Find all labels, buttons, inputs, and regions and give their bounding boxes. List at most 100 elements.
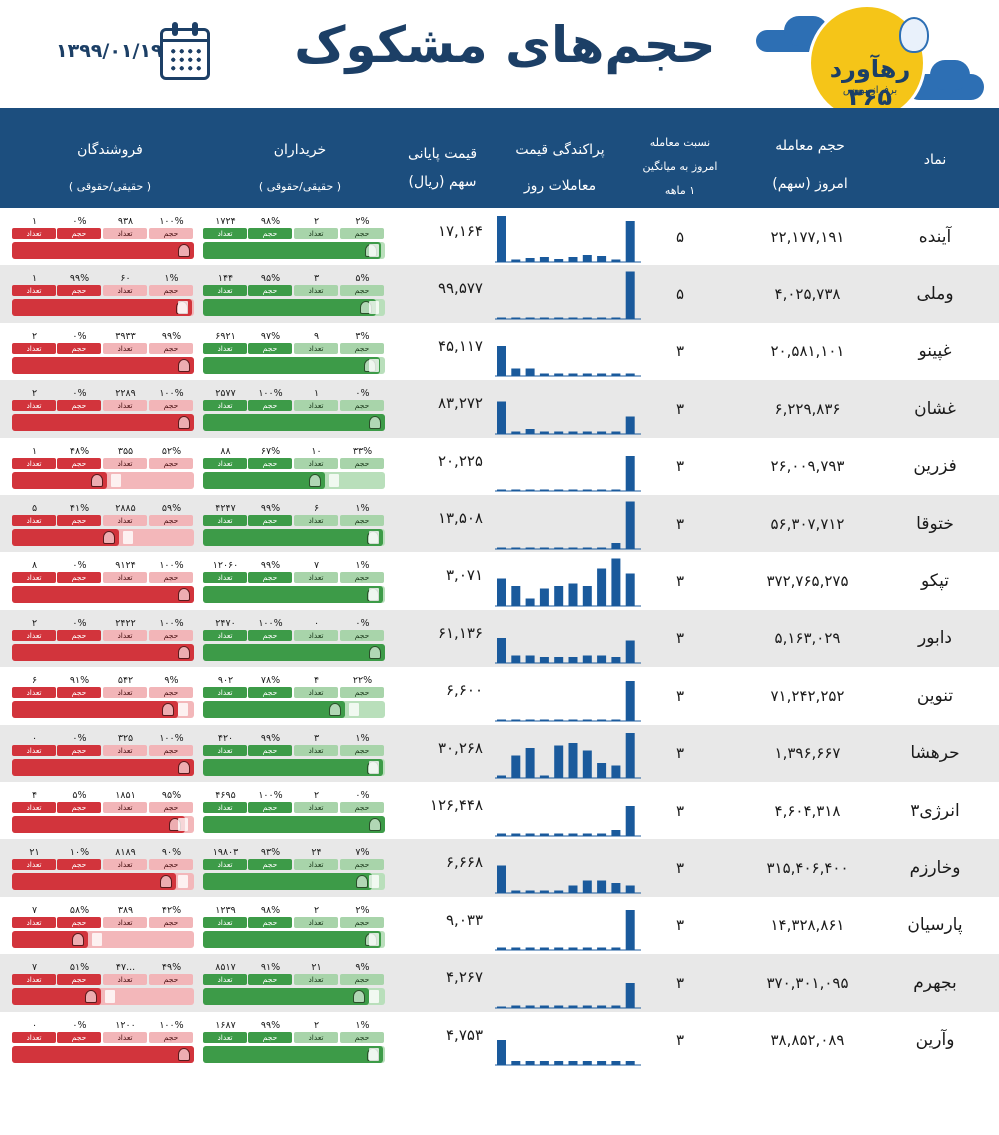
buyers-block-fill (203, 930, 382, 948)
value-3: ۶۹۲۱ (215, 330, 236, 342)
label-1: تعداد (103, 1031, 147, 1043)
label-3: تعداد (12, 916, 56, 928)
label-1: تعداد (294, 916, 338, 928)
value-1: ۱۲۰۰ (115, 1019, 136, 1031)
label-3: تعداد (203, 859, 247, 871)
value-0: ۰% (355, 617, 370, 629)
ratio-cell: ۳ (675, 916, 685, 935)
distribution-bar (610, 657, 620, 664)
distribution-bar (525, 719, 535, 721)
distribution-bar (510, 547, 520, 549)
sellers-block-ratio-bar (12, 701, 194, 719)
distribution-bar (525, 257, 535, 262)
volume-cell: ۱۴,۳۲۸,۸۶۱ (770, 916, 845, 935)
sellers-block: ۵۹% ۲۸۸۵ ۴۱% ۵ حجم تعداد حجم تعداد (12, 503, 194, 547)
label-3: تعداد (203, 572, 247, 584)
label-2: حجم (57, 342, 101, 354)
symbol-cell: وملی (916, 284, 954, 305)
person-icon (72, 932, 85, 946)
buyers-block-values: ۱% ۶ ۹۹% ۴۲۴۷ (203, 503, 385, 514)
value-3: ۶ (31, 675, 38, 687)
sellers-block-labels: حجم تعداد حجم تعداد (12, 515, 194, 527)
buyers-block: ۳۳% ۱۰ ۶۷% ۸۸ حجم تعداد حجم تعداد (203, 446, 385, 490)
value-2: ۰% (72, 560, 87, 572)
buyers-block-ratio-bar (203, 643, 385, 661)
sellers-block: ۵۲% ۳۵۵ ۴۸% ۱ حجم تعداد حجم تعداد (12, 446, 194, 490)
price-distribution-chart (490, 610, 645, 667)
label-2: حجم (57, 1031, 101, 1043)
price-distribution-chart (490, 265, 645, 322)
distribution-bar (610, 829, 620, 836)
value-2: ۷۸% (260, 675, 281, 687)
sellers-block-ratio-bar (12, 299, 194, 317)
sellers-block: ۴۲% ۳۸۹ ۵۸% ۷ حجم تعداد حجم تعداد (12, 905, 194, 949)
distribution-bar (596, 1061, 606, 1066)
person-icon (103, 531, 116, 544)
value-3: ۷ (31, 904, 38, 916)
distribution-bar (625, 885, 635, 894)
value-3: ۱ (31, 273, 38, 285)
distribution-bar (596, 489, 606, 492)
person-icon (178, 588, 190, 602)
col-volume-line2: امروز (سهم) (772, 176, 848, 192)
sellers-block-labels: حجم تعداد حجم تعداد (12, 859, 194, 871)
distribution-bar (553, 431, 563, 434)
table-row: ختوقا ۵۶,۳۰۷,۷۱۲ ۳ ۱۳,۵۰۸ ۱% ۶ ۹۹% ۴۲۴۷ حجم تعداد… (0, 495, 999, 553)
distribution-bar (582, 254, 592, 262)
building-icon (105, 990, 116, 1004)
distribution-bar (596, 947, 606, 951)
distribution-bar (496, 346, 506, 377)
label-3: تعداد (203, 629, 247, 641)
label-0: حجم (149, 515, 193, 526)
col-ratio-line3: ۱ ماهه (664, 184, 696, 197)
label-2: حجم (248, 802, 292, 813)
distribution-bar (596, 317, 606, 320)
distribution-bar (496, 947, 506, 951)
value-0: ۷% (355, 847, 370, 859)
value-0: ۱۰۰% (159, 617, 184, 629)
value-0: ۳۳% (352, 445, 373, 457)
buyers-block-labels: حجم تعداد حجم تعداد (203, 629, 385, 642)
value-3: ۰ (31, 1019, 38, 1031)
sellers-block-values: ۹% ۵۴۲ ۹۱% ۶ (12, 675, 194, 686)
person-icon (178, 244, 190, 257)
distribution-bar (625, 640, 635, 664)
distribution-bar (568, 489, 577, 492)
value-1: ۹ (313, 330, 320, 342)
distribution-bar (525, 598, 535, 607)
value-2: ۹۹% (260, 1019, 281, 1031)
buyers-block-values: ۰% ۲ ۱۰۰% ۴۶۹۵ (203, 790, 385, 801)
distribution-svg (494, 271, 641, 320)
label-2: حجم (57, 974, 101, 986)
sellers-block: ۱۰۰% ۱۲۰۰ ۰% ۰ حجم تعداد حجم تعداد (12, 1020, 194, 1064)
value-2: ۱۰۰% (258, 388, 283, 400)
label-1: تعداد (294, 515, 338, 526)
price-cell: ۴۵,۱۱۷ (437, 336, 483, 355)
value-0: ۱۰۰% (159, 388, 184, 400)
value-1: ۲ (313, 1019, 320, 1031)
label-0: حجم (340, 629, 384, 641)
buyers-block: ۹% ۲۱ ۹۱% ۸۵۱۷ حجم تعداد حجم تعداد (203, 962, 385, 1006)
buyers-block-labels: حجم تعداد حجم تعداد (203, 974, 385, 986)
sellers-block-values: ۴۹% ۴۷... ۵۱% ۷ (12, 962, 194, 973)
buyers-block-values: ۱% ۳ ۹۹% ۴۲۰ (203, 733, 385, 744)
sellers-block-labels: حجم تعداد حجم تعداد (12, 802, 194, 814)
buyers-block-values: ۱% ۲ ۹۹% ۱۶۸۷ (203, 1020, 385, 1031)
sellers-block-labels: حجم تعداد حجم تعداد (12, 744, 194, 757)
label-0: حجم (149, 1031, 193, 1043)
buyers-block-ratio-bar (203, 356, 385, 374)
distribution-bar (582, 1005, 592, 1008)
label-1: تعداد (294, 1031, 338, 1043)
distribution-bar (568, 373, 577, 377)
sellers-block-fill (12, 1045, 194, 1063)
distribution-bar (553, 489, 563, 492)
sellers-block: ۹۵% ۱۸۵۱ ۵% ۴ حجم تعداد حجم تعداد (12, 790, 194, 834)
price-distribution-chart (490, 667, 645, 724)
label-3: تعداد (203, 687, 247, 699)
label-2: حجم (248, 1031, 292, 1043)
label-3: تعداد (203, 400, 247, 412)
sellers-block-values: ۱۰۰% ۹۳۸ ۰% ۱ (12, 216, 194, 227)
buyers-block-fill (203, 471, 325, 489)
sellers-block-labels: حجم تعداد حجم تعداد (12, 916, 194, 929)
person-icon (328, 703, 341, 717)
